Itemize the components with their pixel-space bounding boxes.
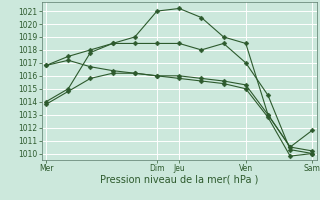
- X-axis label: Pression niveau de la mer( hPa ): Pression niveau de la mer( hPa ): [100, 175, 258, 185]
